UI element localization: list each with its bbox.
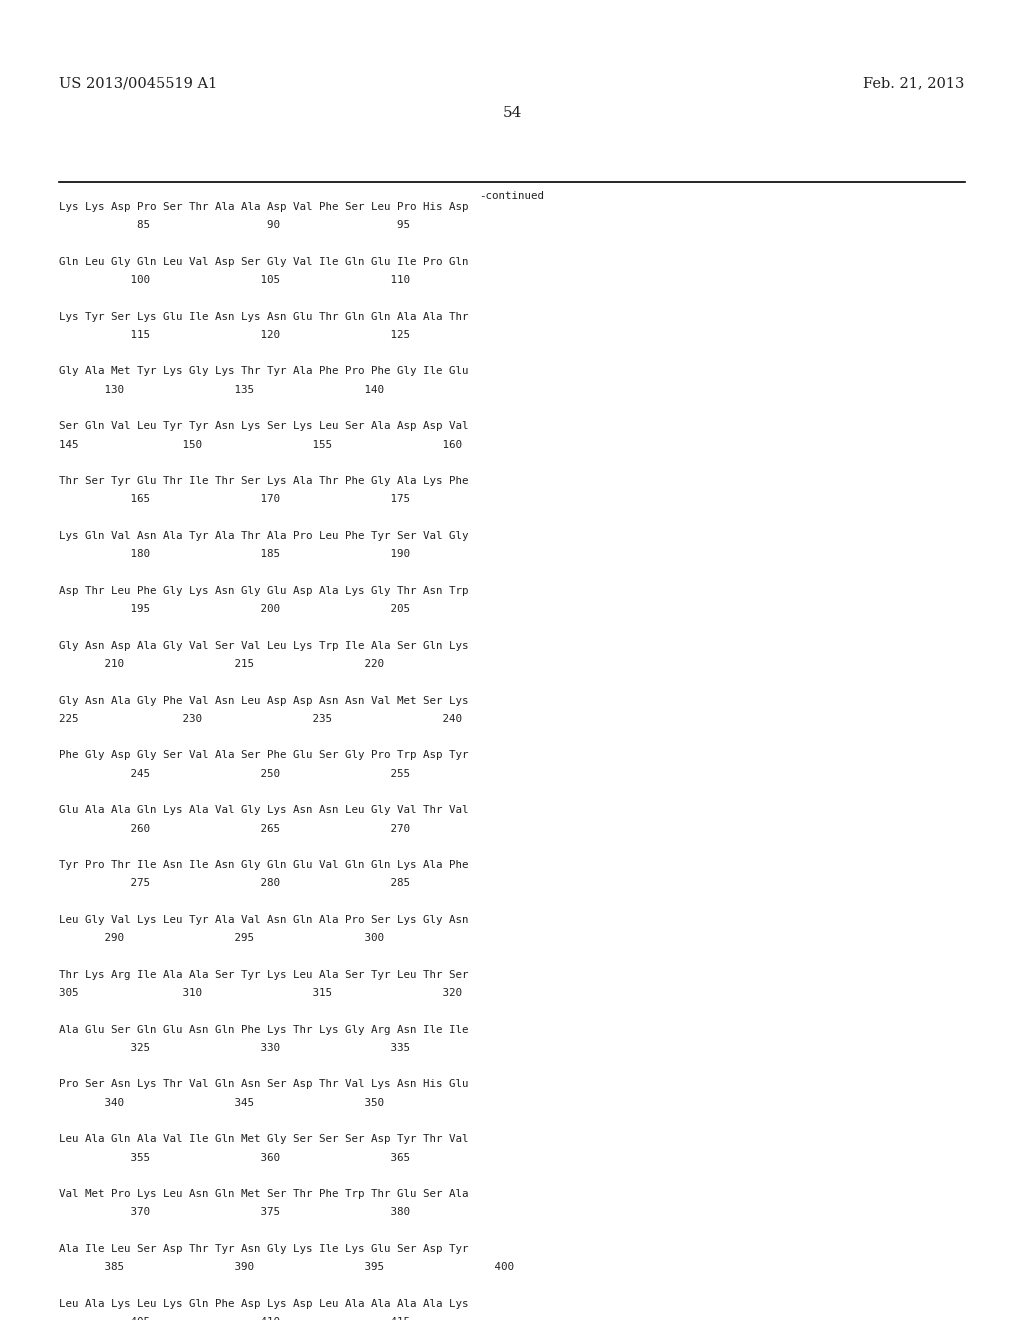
Text: Lys Lys Asp Pro Ser Thr Ala Ala Asp Val Phe Ser Leu Pro His Asp: Lys Lys Asp Pro Ser Thr Ala Ala Asp Val … (59, 202, 469, 213)
Text: Gln Leu Gly Gln Leu Val Asp Ser Gly Val Ile Gln Glu Ile Pro Gln: Gln Leu Gly Gln Leu Val Asp Ser Gly Val … (59, 257, 469, 267)
Text: 260                 265                 270: 260 265 270 (59, 824, 411, 833)
Text: 85                  90                  95: 85 90 95 (59, 220, 411, 230)
Text: 385                 390                 395                 400: 385 390 395 400 (59, 1262, 514, 1272)
Text: Tyr Pro Thr Ile Asn Ile Asn Gly Gln Glu Val Gln Gln Lys Ala Phe: Tyr Pro Thr Ile Asn Ile Asn Gly Gln Glu … (59, 861, 469, 870)
Text: Glu Ala Ala Gln Lys Ala Val Gly Lys Asn Asn Leu Gly Val Thr Val: Glu Ala Ala Gln Lys Ala Val Gly Lys Asn … (59, 805, 469, 816)
Text: 325                 330                 335: 325 330 335 (59, 1043, 411, 1053)
Text: 405                 410                 415: 405 410 415 (59, 1317, 411, 1320)
Text: 165                 170                 175: 165 170 175 (59, 495, 411, 504)
Text: Leu Ala Lys Leu Lys Gln Phe Asp Lys Asp Leu Ala Ala Ala Ala Lys: Leu Ala Lys Leu Lys Gln Phe Asp Lys Asp … (59, 1299, 469, 1309)
Text: Leu Ala Gln Ala Val Ile Gln Met Gly Ser Ser Ser Asp Tyr Thr Val: Leu Ala Gln Ala Val Ile Gln Met Gly Ser … (59, 1134, 469, 1144)
Text: Feb. 21, 2013: Feb. 21, 2013 (863, 77, 965, 91)
Text: Asp Thr Leu Phe Gly Lys Asn Gly Glu Asp Ala Lys Gly Thr Asn Trp: Asp Thr Leu Phe Gly Lys Asn Gly Glu Asp … (59, 586, 469, 595)
Text: 290                 295                 300: 290 295 300 (59, 933, 384, 944)
Text: Pro Ser Asn Lys Thr Val Gln Asn Ser Asp Thr Val Lys Asn His Glu: Pro Ser Asn Lys Thr Val Gln Asn Ser Asp … (59, 1080, 469, 1089)
Text: Lys Tyr Ser Lys Glu Ile Asn Lys Asn Glu Thr Gln Gln Ala Ala Thr: Lys Tyr Ser Lys Glu Ile Asn Lys Asn Glu … (59, 312, 469, 322)
Text: Thr Lys Arg Ile Ala Ala Ser Tyr Lys Leu Ala Ser Tyr Leu Thr Ser: Thr Lys Arg Ile Ala Ala Ser Tyr Lys Leu … (59, 970, 469, 979)
Text: 355                 360                 365: 355 360 365 (59, 1152, 411, 1163)
Text: 340                 345                 350: 340 345 350 (59, 1098, 384, 1107)
Text: 225                230                 235                 240: 225 230 235 240 (59, 714, 463, 723)
Text: Phe Gly Asp Gly Ser Val Ala Ser Phe Glu Ser Gly Pro Trp Asp Tyr: Phe Gly Asp Gly Ser Val Ala Ser Phe Glu … (59, 751, 469, 760)
Text: Ala Glu Ser Gln Glu Asn Gln Phe Lys Thr Lys Gly Arg Asn Ile Ile: Ala Glu Ser Gln Glu Asn Gln Phe Lys Thr … (59, 1024, 469, 1035)
Text: Thr Ser Tyr Glu Thr Ile Thr Ser Lys Ala Thr Phe Gly Ala Lys Phe: Thr Ser Tyr Glu Thr Ile Thr Ser Lys Ala … (59, 477, 469, 486)
Text: 115                 120                 125: 115 120 125 (59, 330, 411, 341)
Text: 370                 375                 380: 370 375 380 (59, 1208, 411, 1217)
Text: Ala Ile Leu Ser Asp Thr Tyr Asn Gly Lys Ile Lys Glu Ser Asp Tyr: Ala Ile Leu Ser Asp Thr Tyr Asn Gly Lys … (59, 1243, 469, 1254)
Text: 130                 135                 140: 130 135 140 (59, 385, 384, 395)
Text: 195                 200                 205: 195 200 205 (59, 605, 411, 614)
Text: 210                 215                 220: 210 215 220 (59, 659, 384, 669)
Text: US 2013/0045519 A1: US 2013/0045519 A1 (59, 77, 218, 91)
Text: -continued: -continued (479, 191, 545, 202)
Text: Lys Gln Val Asn Ala Tyr Ala Thr Ala Pro Leu Phe Tyr Ser Val Gly: Lys Gln Val Asn Ala Tyr Ala Thr Ala Pro … (59, 531, 469, 541)
Text: 275                 280                 285: 275 280 285 (59, 878, 411, 888)
Text: 245                 250                 255: 245 250 255 (59, 768, 411, 779)
Text: Ser Gln Val Leu Tyr Tyr Asn Lys Ser Lys Leu Ser Ala Asp Asp Val: Ser Gln Val Leu Tyr Tyr Asn Lys Ser Lys … (59, 421, 469, 432)
Text: Gly Asn Asp Ala Gly Val Ser Val Leu Lys Trp Ile Ala Ser Gln Lys: Gly Asn Asp Ala Gly Val Ser Val Leu Lys … (59, 640, 469, 651)
Text: 100                 105                 110: 100 105 110 (59, 275, 411, 285)
Text: 305                310                 315                 320: 305 310 315 320 (59, 989, 463, 998)
Text: Gly Asn Ala Gly Phe Val Asn Leu Asp Asp Asn Asn Val Met Ser Lys: Gly Asn Ala Gly Phe Val Asn Leu Asp Asp … (59, 696, 469, 706)
Text: 180                 185                 190: 180 185 190 (59, 549, 411, 560)
Text: Leu Gly Val Lys Leu Tyr Ala Val Asn Gln Ala Pro Ser Lys Gly Asn: Leu Gly Val Lys Leu Tyr Ala Val Asn Gln … (59, 915, 469, 925)
Text: Val Met Pro Lys Leu Asn Gln Met Ser Thr Phe Trp Thr Glu Ser Ala: Val Met Pro Lys Leu Asn Gln Met Ser Thr … (59, 1189, 469, 1199)
Text: 54: 54 (503, 106, 521, 120)
Text: Gly Ala Met Tyr Lys Gly Lys Thr Tyr Ala Phe Pro Phe Gly Ile Glu: Gly Ala Met Tyr Lys Gly Lys Thr Tyr Ala … (59, 367, 469, 376)
Text: 145                150                 155                 160: 145 150 155 160 (59, 440, 463, 450)
